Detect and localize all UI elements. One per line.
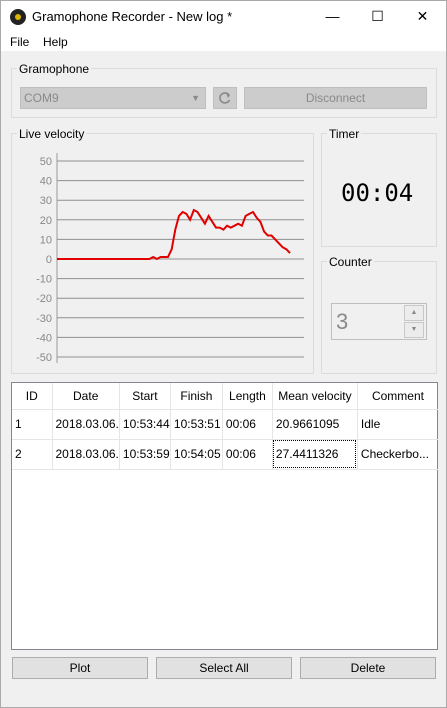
column-header-comment[interactable]: Comment — [357, 383, 438, 409]
table-row[interactable]: 2 2018.03.06. 10:53:59 10:54:05 00:06 27… — [12, 439, 438, 469]
counter-up-button[interactable]: ▲ — [404, 305, 424, 321]
timer-display: 00:04 — [341, 179, 413, 207]
chevron-down-icon: ▼ — [191, 88, 200, 108]
y-tick-label: 20 — [40, 215, 52, 227]
column-header-date[interactable]: Date — [52, 383, 119, 409]
column-header-id[interactable]: ID — [12, 383, 52, 409]
disconnect-button[interactable]: Disconnect — [244, 87, 427, 109]
column-header-finish[interactable]: Finish — [170, 383, 222, 409]
y-tick-label: 0 — [46, 254, 52, 266]
cell-id[interactable]: 2 — [12, 439, 52, 469]
y-tick-label: -30 — [36, 313, 52, 325]
column-header-mean-velocity[interactable]: Mean velocity — [272, 383, 357, 409]
y-tick-label: 10 — [40, 234, 52, 246]
velocity-series-line — [57, 210, 290, 259]
menu-help[interactable]: Help — [43, 35, 68, 49]
title-bar: Gramophone Recorder - New log * — ☐ ✕ — [1, 1, 446, 32]
cell-comment[interactable]: Idle — [357, 409, 438, 439]
cell-date[interactable]: 2018.03.06. — [52, 409, 119, 439]
window-title: Gramophone Recorder - New log * — [32, 9, 232, 24]
minimize-button[interactable]: — — [310, 1, 355, 32]
cell-date[interactable]: 2018.03.06. — [52, 439, 119, 469]
y-tick-label: -20 — [36, 293, 52, 305]
live-velocity-chart: 50 40 30 20 10 0 -10 -20 -30 -40 -50 — [12, 141, 312, 371]
close-button[interactable]: ✕ — [400, 1, 445, 32]
cell-comment[interactable]: Checkerbo... — [357, 439, 438, 469]
counter-value: 3 — [336, 309, 348, 335]
y-tick-label: -10 — [36, 274, 52, 286]
table-header-row: ID Date Start Finish Length Mean velocit… — [12, 383, 438, 409]
y-tick-label: -40 — [36, 332, 52, 344]
y-tick-label: 30 — [40, 195, 52, 207]
select-all-button[interactable]: Select All — [156, 657, 292, 679]
gramophone-group-title: Gramophone — [17, 62, 91, 76]
cell-length[interactable]: 00:06 — [222, 409, 272, 439]
column-header-start[interactable]: Start — [119, 383, 170, 409]
timer-group-title: Timer — [327, 127, 361, 141]
maximize-button[interactable]: ☐ — [355, 1, 400, 32]
y-tick-label: 50 — [40, 156, 52, 168]
cell-length[interactable]: 00:06 — [222, 439, 272, 469]
cell-finish[interactable]: 10:53:51 — [170, 409, 222, 439]
counter-group-title: Counter — [327, 255, 374, 269]
log-table[interactable]: ID Date Start Finish Length Mean velocit… — [11, 382, 438, 650]
column-header-length[interactable]: Length — [222, 383, 272, 409]
cell-mean-velocity[interactable]: 27.4411326 — [272, 439, 357, 469]
cell-start[interactable]: 10:53:44 — [119, 409, 170, 439]
table-row[interactable]: 1 2018.03.06. 10:53:44 10:53:51 00:06 20… — [12, 409, 438, 439]
y-tick-label: -50 — [36, 352, 52, 364]
refresh-icon — [214, 88, 236, 108]
cell-id[interactable]: 1 — [12, 409, 52, 439]
port-select-value: COM9 — [24, 91, 59, 105]
menu-file[interactable]: File — [10, 35, 29, 49]
cell-mean-velocity[interactable]: 20.9661095 — [272, 409, 357, 439]
port-select[interactable]: COM9 ▼ — [20, 87, 206, 109]
y-tick-label: 40 — [40, 176, 52, 188]
refresh-button[interactable] — [213, 87, 237, 109]
gramophone-app-icon — [10, 9, 26, 25]
counter-down-button[interactable]: ▼ — [404, 322, 424, 338]
chart-title: Live velocity — [17, 127, 86, 141]
delete-button[interactable]: Delete — [300, 657, 436, 679]
menu-bar: File Help — [1, 32, 446, 52]
cell-start[interactable]: 10:53:59 — [119, 439, 170, 469]
plot-button[interactable]: Plot — [12, 657, 148, 679]
counter-spinbox[interactable]: 3 ▲ ▼ — [331, 303, 427, 340]
cell-finish[interactable]: 10:54:05 — [170, 439, 222, 469]
